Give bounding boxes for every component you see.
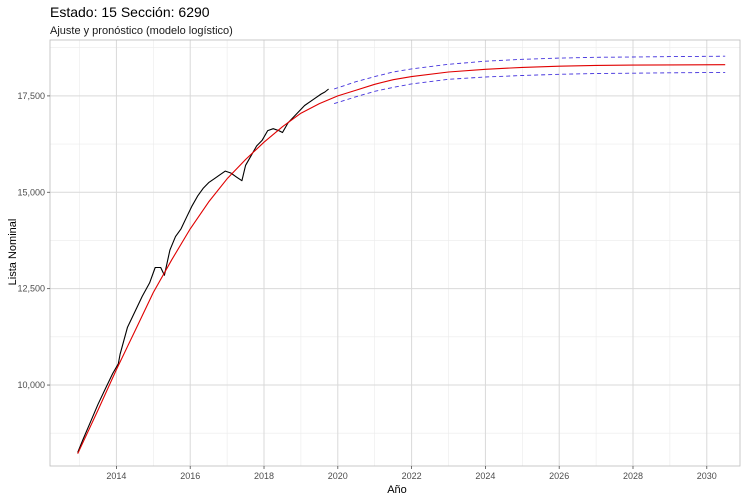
y-tick-label: 15,000 xyxy=(17,187,45,197)
plot-panel-border xyxy=(49,39,741,467)
series-layer xyxy=(77,55,726,454)
y-axis-title: Lista Nominal xyxy=(7,219,19,286)
x-tick-label: 2020 xyxy=(328,471,348,481)
chart-title: Estado: 15 Sección: 6290 xyxy=(50,4,210,20)
observed-series-line xyxy=(77,88,329,453)
y-tick-label: 12,500 xyxy=(17,284,45,294)
x-axis-ticks: 2014 2016 2018 2020 2022 2024 2026 2028 2030 xyxy=(106,466,717,481)
y-axis-ticks: 10,000 12,500 15,000 17,500 xyxy=(17,91,50,390)
x-tick-label: 2028 xyxy=(623,471,643,481)
x-tick-label: 2030 xyxy=(697,471,717,481)
chart-subtitle: Ajuste y pronóstico (modelo logístico) xyxy=(50,25,233,37)
upper-series-line xyxy=(333,55,726,90)
lower-series-line xyxy=(333,71,726,105)
y-tick-label: 17,500 xyxy=(17,91,45,101)
x-tick-label: 2016 xyxy=(180,471,200,481)
x-tick-label: 2018 xyxy=(254,471,274,481)
grid xyxy=(49,39,741,467)
x-tick-label: 2024 xyxy=(475,471,495,481)
x-tick-label: 2022 xyxy=(402,471,422,481)
x-axis-title: Año xyxy=(387,484,407,496)
x-tick-label: 2026 xyxy=(549,471,569,481)
y-tick-label: 10,000 xyxy=(17,380,45,390)
fit-series-line xyxy=(77,64,726,454)
x-tick-label: 2014 xyxy=(106,471,126,481)
